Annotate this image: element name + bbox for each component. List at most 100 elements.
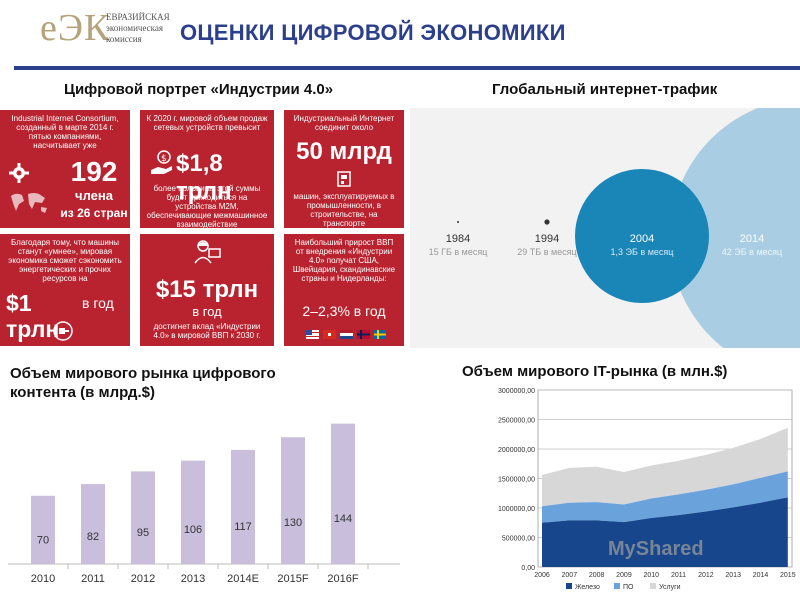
it-area-1 — [542, 471, 788, 523]
traffic-year-label: 1984 — [446, 233, 470, 245]
content-bar — [281, 437, 305, 564]
content-category-label: 2012 — [131, 573, 155, 585]
plug-icon — [52, 320, 74, 344]
it-x-tick-label: 2007 — [562, 572, 578, 579]
header-divider — [14, 66, 800, 70]
content-category-label: 2013 — [181, 573, 205, 585]
content-category-label: 2010 — [31, 573, 55, 585]
it-y-tick-label: 1000000,00 — [498, 506, 535, 513]
industry-section-title: Цифровой портрет «Индустрии 4.0» — [64, 81, 334, 98]
it-x-tick-label: 2006 — [534, 572, 550, 579]
traffic-bubble-chart: 1984 15 ГБ в месяц 1994 29 ТБ в месяц 2004 1,… — [410, 108, 800, 348]
it-section-title: Объем мирового IT-рынка (в млн.$) — [462, 363, 728, 380]
tile-caption: Industrial Internet Consortium, созданны… — [11, 114, 119, 150]
money-hand-icon: $ — [150, 150, 174, 178]
tile-gdp-contribution: $15 трлн в год достигнет вклад «Индустри… — [140, 234, 274, 346]
content-bar — [31, 495, 55, 564]
logo-line-3: комиссия — [106, 34, 142, 44]
content-bar-value: 95 — [137, 527, 149, 539]
eec-logo-text: ЕВРАЗИЙСКАЯ экономическая комиссия — [106, 12, 170, 45]
machine-icon — [336, 170, 354, 190]
it-x-tick-label: 2015 — [780, 572, 796, 579]
tile-value: $15 трлн — [155, 276, 259, 303]
content-title-line-1: Объем мирового рынка цифрового — [10, 365, 276, 382]
it-legend-swatch — [650, 583, 656, 589]
tile-value: 50 млрд — [296, 138, 392, 165]
traffic-bubble-2004 — [575, 169, 709, 303]
content-bar — [81, 484, 105, 564]
tile-value: 192 — [70, 156, 118, 187]
content-bar — [331, 423, 355, 564]
content-bar — [181, 460, 205, 564]
world-map-icon — [8, 190, 50, 218]
tile-footer: машин, эксплуатируемых в промышленности,… — [293, 192, 395, 228]
myshared-watermark: MyShared — [608, 538, 704, 560]
it-x-tick-label: 2008 — [589, 572, 605, 579]
tile-caption: Наибольший прирост ВВП от внедрения «Инд… — [292, 238, 396, 283]
it-y-tick-label: 500000,00 — [502, 536, 535, 543]
it-x-tick-label: 2009 — [616, 572, 632, 579]
content-section-title: Объем мирового рынка цифрового контента … — [10, 364, 276, 402]
traffic-bubble-2014 — [670, 108, 800, 348]
gear-icon — [8, 162, 30, 186]
traffic-volume-label: 1,3 ЭБ в месяц — [611, 247, 674, 257]
content-bar-value: 82 — [87, 531, 99, 543]
it-x-tick-label: 2011 — [671, 572, 686, 579]
tile-connected-machines: Индустриальный Интернет соединит около 5… — [284, 110, 404, 228]
it-x-tick-label: 2012 — [698, 572, 714, 579]
worker-icon — [192, 238, 222, 266]
tile-footer: более половины этой суммы будет приходит… — [146, 184, 268, 228]
content-category-label: 2015F — [277, 573, 308, 585]
tile-value-unit: в год — [82, 295, 114, 311]
content-bar-value: 144 — [334, 513, 352, 525]
tile-caption: К 2020 г. мировой объем продаж сетевых у… — [146, 114, 268, 132]
it-legend-swatch — [614, 583, 620, 589]
content-bar-value: 117 — [234, 521, 252, 533]
content-bar-value: 130 — [284, 517, 302, 529]
tile-gdp-growth: Наибольший прирост ВВП от внедрения «Инд… — [284, 234, 404, 346]
tile-value: 2–2,3% в год — [302, 303, 386, 319]
page-title: ОЦЕНКИ ЦИФРОВОЙ ЭКОНОМИКИ — [180, 20, 566, 45]
tile-value-sub: из 26 стран — [60, 206, 128, 220]
tile-value: $1 трлн — [6, 290, 60, 342]
traffic-year-label: 2014 — [740, 233, 764, 245]
svg-text:$: $ — [161, 154, 167, 164]
it-y-tick-label: 2000000,00 — [498, 447, 535, 454]
content-category-label: 2016F — [327, 573, 358, 585]
content-category-label: 2014E — [227, 573, 259, 585]
tile-iic-members: Industrial Internet Consortium, созданны… — [0, 110, 130, 228]
tile-resource-savings: Благодаря тому, что машины станут «умнее… — [0, 234, 130, 346]
tile-caption: Индустриальный Интернет соединит около — [293, 114, 395, 132]
traffic-volume-label: 15 ГБ в месяц — [429, 247, 488, 257]
content-category-label: 2011 — [81, 573, 105, 585]
it-area-0 — [542, 497, 788, 567]
content-bar — [131, 471, 155, 564]
it-y-tick-label: 1500000,00 — [498, 477, 535, 484]
it-y-tick-label: 2500000,00 — [498, 418, 535, 425]
it-area-chart: 0,00 500000,00 1000000,00 1500000,00 2000000… — [498, 388, 796, 591]
traffic-volume-label: 42 ЭБ в месяц — [722, 247, 782, 257]
it-y-tick-label: 3000000,00 — [498, 388, 535, 395]
it-x-tick-label: 2014 — [753, 572, 769, 579]
tile-footer: достигнет вклад «Индустрии 4.0» в мирово… — [153, 322, 261, 340]
traffic-bubble-1984 — [457, 221, 459, 223]
content-bar — [231, 449, 255, 564]
it-legend-label: Услуги — [659, 584, 681, 591]
it-x-tick-label: 2013 — [725, 572, 741, 579]
it-legend-label: ПО — [623, 584, 634, 591]
it-legend-swatch — [566, 583, 572, 589]
traffic-year-label: 1994 — [535, 233, 559, 245]
content-bar-chart: 70 2010 82 2011 95 2012 106 2013 117 2014E 130 2015… — [8, 423, 400, 585]
it-legend-label: Железо — [575, 584, 600, 591]
header: еЭК ЕВРАЗИЙСКАЯ экономическая комиссия О… — [0, 0, 800, 70]
country-flags-icon — [306, 330, 386, 342]
tile-network-devices: К 2020 г. мировой объем продаж сетевых у… — [140, 110, 274, 228]
traffic-year-label: 2004 — [630, 233, 654, 245]
tile-value: $1,8 трлн — [176, 150, 232, 205]
traffic-bubble-1994 — [544, 219, 550, 225]
tile-value-unit: в год — [192, 304, 222, 319]
eec-logo: еЭК — [40, 7, 111, 49]
tile-value-unit: члена — [75, 188, 113, 203]
it-area-2 — [542, 427, 788, 507]
content-bar-value: 70 — [37, 535, 49, 547]
